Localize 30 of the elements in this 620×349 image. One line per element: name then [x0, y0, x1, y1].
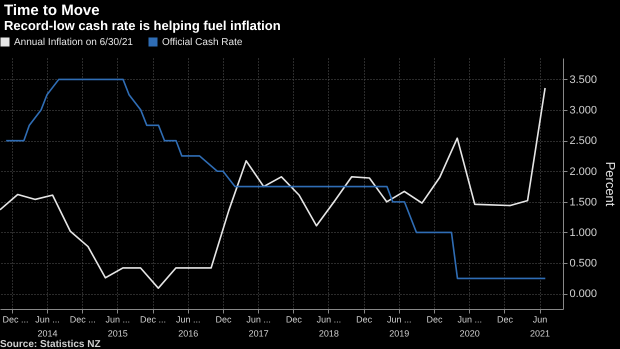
- y-tick-label: 1.000: [570, 226, 598, 239]
- x-tick-label: Jun ... 2019: [386, 314, 412, 338]
- y-axis-title: Percent: [603, 162, 618, 207]
- x-tick-label: Jun ... 2014: [35, 314, 60, 338]
- x-tick-label: Jun ... 2016: [176, 314, 201, 338]
- x-tick-label: Jun 2021: [530, 314, 550, 338]
- y-tick-label: 2.500: [570, 135, 598, 148]
- x-tick-label: Dec ...: [140, 314, 166, 324]
- legend-label: Official Cash Rate: [162, 37, 243, 48]
- y-tick-label: 0.500: [570, 258, 598, 270]
- x-tick-label: Dec: [426, 314, 443, 324]
- y-tick-label: 1.500: [570, 196, 598, 208]
- x-tick-label: Dec ...: [70, 314, 96, 324]
- source-note: Source: Statistics NZ: [0, 339, 101, 349]
- x-tick-label: Dec ...: [2, 314, 28, 324]
- y-tick-label: 0.000: [570, 288, 598, 300]
- y-tick-label: 2.000: [570, 166, 598, 178]
- x-tick-label: Dec: [356, 314, 373, 324]
- y-tick-label: 3.500: [570, 74, 598, 86]
- x-tick-label: Jun ... 2020: [457, 314, 482, 338]
- chart-title: Time to Move: [4, 2, 100, 19]
- y-tick-label: 3.000: [570, 104, 598, 117]
- x-tick-label: Jun ... 2018: [316, 314, 342, 338]
- x-tick-label: Dec: [286, 314, 302, 324]
- chart-subtitle: Record-low cash rate is helping fuel inflation: [4, 18, 281, 33]
- x-tick-label: Jun ... 2017: [246, 314, 271, 338]
- legend-label: Annual Inflation on 6/30/21: [14, 37, 134, 48]
- x-tick-label: Dec: [496, 314, 514, 324]
- x-tick-label: Jun ... 2015: [106, 314, 130, 338]
- x-tick-label: Dec: [216, 314, 232, 324]
